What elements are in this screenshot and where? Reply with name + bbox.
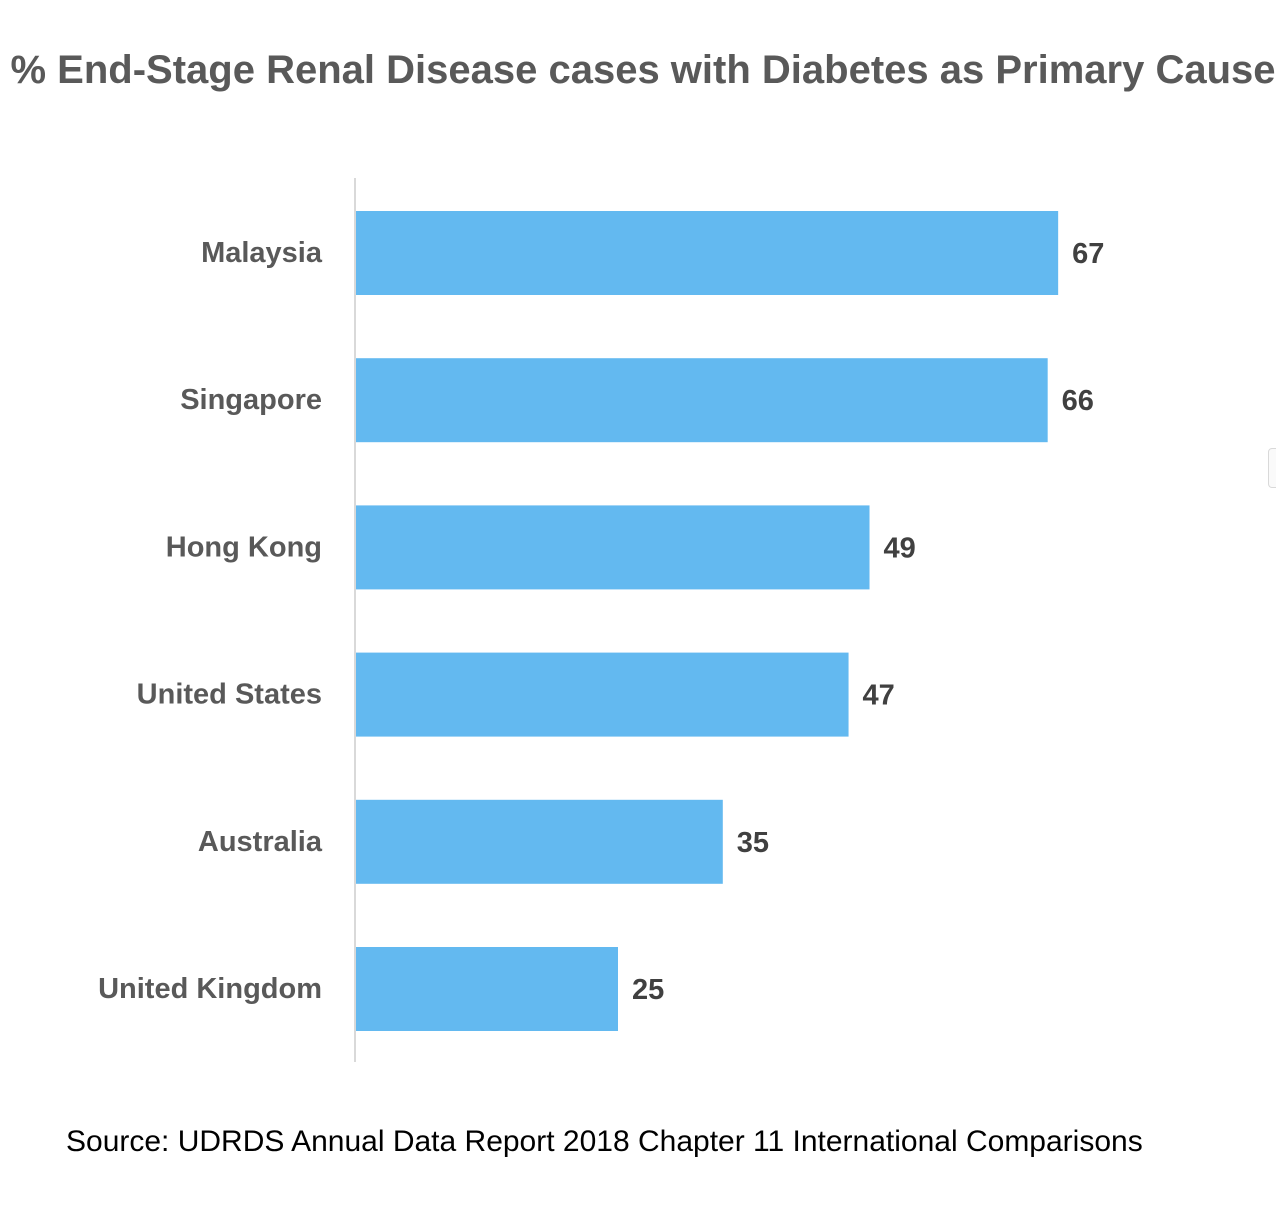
data-label-singapore: 66: [1062, 385, 1094, 417]
category-label-malaysia: Malaysia: [201, 237, 323, 269]
category-label-hong-kong: Hong Kong: [166, 531, 322, 563]
data-label-united-states: 47: [863, 680, 895, 712]
bar-hong-kong: [356, 505, 870, 590]
bar-united-kingdom: [356, 947, 618, 1031]
bar-malaysia: [356, 211, 1059, 295]
category-label-united-kingdom: United Kingdom: [98, 973, 322, 1005]
labels-layer: Malaysia 67 Singapore 66 Hong Kong 49 United S…: [98, 237, 1104, 1006]
bars-layer: [356, 211, 1059, 1031]
category-label-united-states: United States: [137, 679, 322, 711]
source-note: Source: UDRDS Annual Data Report 2018 Ch…: [66, 1125, 1143, 1158]
bar-australia: [356, 799, 723, 884]
data-label-australia: 35: [737, 827, 769, 859]
data-label-united-kingdom: 25: [632, 974, 664, 1006]
chart-title: % End-Stage Renal Disease cases with Dia…: [10, 48, 1276, 92]
category-label-australia: Australia: [198, 826, 323, 858]
data-label-hong-kong: 49: [884, 532, 916, 564]
scroll-handle[interactable]: [1268, 448, 1276, 488]
category-label-singapore: Singapore: [180, 384, 322, 416]
data-label-malaysia: 67: [1072, 238, 1104, 270]
bar-singapore: [356, 358, 1048, 443]
bar-united-states: [356, 652, 849, 737]
